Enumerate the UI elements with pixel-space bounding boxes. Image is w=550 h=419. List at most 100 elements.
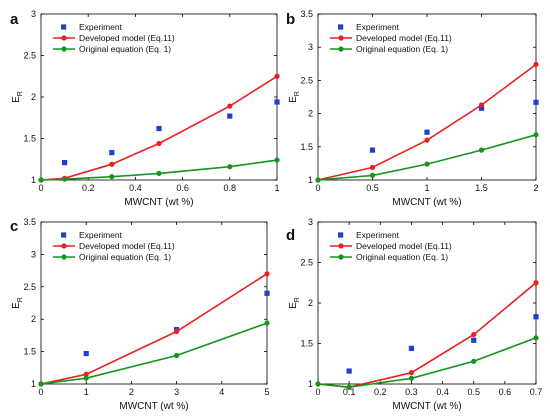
y-tick-label: 3 [31,249,36,259]
legend-entry: Original equation (Eq. 1) [330,44,448,54]
original-equation-point [315,381,321,387]
x-tick-label: 0.3 [405,387,418,397]
experiment-point [264,290,270,296]
series-experiment [62,99,280,166]
x-tick-label: 0.7 [530,387,543,397]
experiment-point [62,159,68,166]
x-tick-label: 4 [219,387,224,397]
y-tick-label: 1 [308,379,313,389]
x-tick-label: 0 [38,387,43,397]
original-equation-point [471,358,477,364]
legend-entry: Original equation (Eq. 1) [53,44,171,54]
x-tick-label: 1 [424,183,429,193]
legend-label: Experiment [356,230,400,240]
legend-label: Experiment [79,22,123,32]
y-tick-label: 1 [308,175,313,185]
series-original-equation [38,320,270,387]
y-axis-label-main: E [288,96,299,103]
developed-model-point [533,61,539,68]
x-tick-label: 0 [38,183,43,193]
x-axis-label: MWCNT (wt %) [392,197,461,208]
legend-marker [338,46,344,52]
original-equation-point [38,177,44,183]
legend-entry: Developed model (Eq.11) [53,33,175,43]
legend-label: Original equation (Eq. 1) [79,44,171,54]
x-tick-label: 0.8 [224,183,237,193]
original-equation-point [62,176,68,182]
panel-a: a 0 0.2 0.4 0.6 0.8 1 1 1.5 2 2.5 3 MWCNT (wt %) ER Ex… [10,9,280,208]
y-axis-label-sub: R [17,91,24,96]
original-equation-point [83,375,89,381]
legend-marker-experiment [61,232,67,238]
experiment-point [227,113,233,119]
x-tick-label: 3 [174,387,179,397]
x-tick-label: 5 [264,387,269,397]
x-tick-label: 0 [315,387,320,397]
y-axis-label-main: E [11,302,22,309]
legend-label: Original equation (Eq. 1) [356,252,448,262]
y-tick-label: 3 [308,42,313,52]
developed-model-point [109,161,115,167]
legend-marker [338,243,344,249]
x-tick-label: 2 [129,387,134,397]
y-axis-label-sub: R [294,297,301,302]
y-tick-label: 2.5 [300,258,313,268]
experiment-point [424,129,430,135]
legend-entry: Developed model (Eq.11) [330,33,452,43]
x-tick-label: 0.4 [129,183,142,193]
x-axis-label: MWCNT (wt %) [124,197,193,208]
x-tick-label: 0.2 [82,183,95,193]
y-axis-label-sub: R [17,297,24,302]
developed-model-point [478,102,485,108]
developed-model-point [408,370,415,376]
original-equation-line [40,159,278,181]
legend-entry: Original equation (Eq. 1) [330,252,448,262]
experiment-point [156,125,162,132]
experiment-point [533,99,539,105]
y-tick-label: 3.5 [23,217,36,227]
legend-marker-experiment [338,232,344,238]
series-experiment [83,290,270,357]
y-tick-label: 2.5 [23,51,36,61]
legend-entry: Developed model (Eq.11) [330,241,452,251]
y-tick-label: 1.5 [23,347,36,357]
original-equation-point [346,384,352,390]
original-equation-point [38,381,44,387]
y-axis-label-sub: R [294,91,301,96]
developed-model-point [274,73,280,79]
panel-letter: c [10,218,18,235]
legend-entry: Developed model (Eq.11) [53,241,175,251]
original-equation-point [315,177,321,183]
y-tick-label: 2 [31,314,36,324]
developed-model-point [264,271,270,277]
legend-marker [61,243,67,249]
original-equation-point [227,164,233,170]
legend-marker [61,46,67,52]
y-tick-label: 2 [308,109,313,119]
x-tick-label: 0.6 [176,183,189,193]
x-tick-label: 0.5 [366,183,379,193]
x-tick-label: 0 [315,183,320,193]
series-experiment [346,314,539,374]
legend-label: Developed model (Eq.11) [356,241,452,251]
legend-marker [61,254,67,260]
y-axis-label-main: E [11,96,22,103]
developed-model-point [533,280,539,286]
y-tick-label: 3 [308,217,313,227]
developed-model-point [471,331,477,338]
legend-entry: Original equation (Eq. 1) [53,252,171,262]
experiment-point [478,105,485,111]
panel-letter: a [10,11,19,28]
x-tick-label: 0.5 [467,387,480,397]
legend-marker-experiment [338,24,344,30]
y-tick-label: 3 [31,9,36,19]
developed-model-point [424,137,430,143]
x-tick-label: 0.2 [374,387,387,397]
developed-model-point [156,140,162,147]
original-equation-point [264,320,270,326]
original-equation-point [174,352,180,359]
experiment-point [109,150,115,156]
